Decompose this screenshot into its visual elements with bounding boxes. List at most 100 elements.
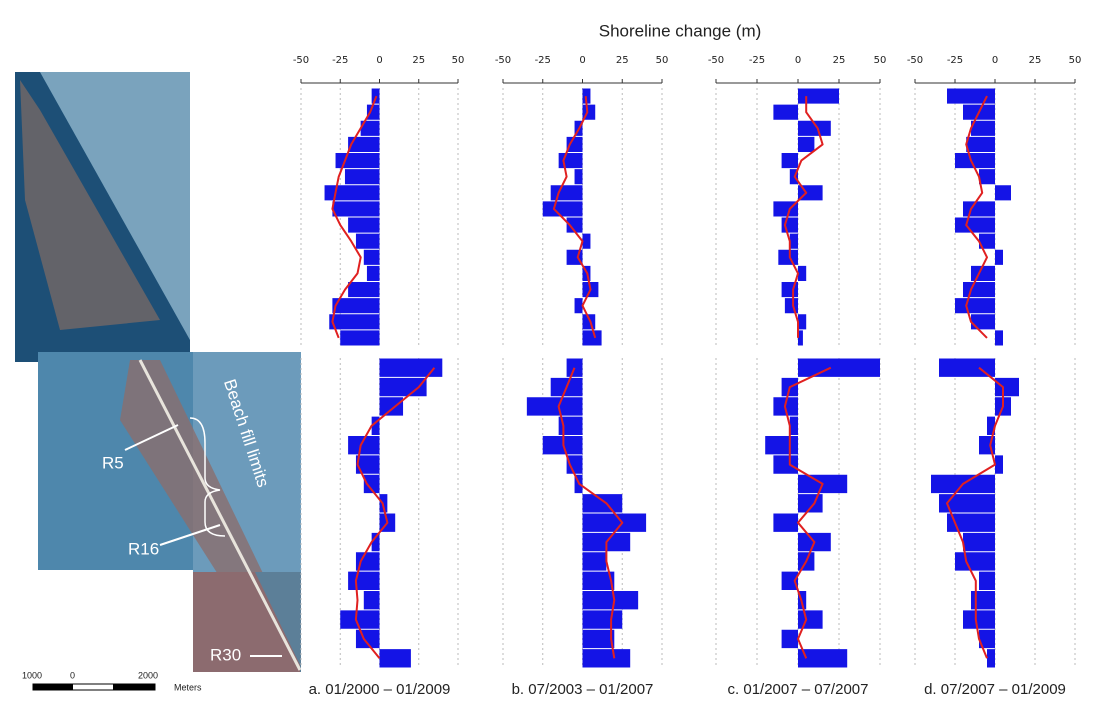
bar xyxy=(782,153,798,168)
bar xyxy=(551,185,583,200)
x-tick-label: 25 xyxy=(616,55,629,66)
bar xyxy=(995,378,1019,396)
bar xyxy=(782,630,798,648)
x-tick-label: -25 xyxy=(332,55,348,66)
bar xyxy=(955,298,995,313)
x-tick-label: -25 xyxy=(749,55,765,66)
bar xyxy=(798,89,839,104)
scale-bar xyxy=(33,684,73,690)
bar xyxy=(340,330,379,345)
bar xyxy=(995,455,1003,473)
bar xyxy=(979,169,995,184)
bar xyxy=(356,630,380,648)
scale-label: 1000 xyxy=(22,670,42,680)
bar xyxy=(785,298,798,313)
bar xyxy=(583,552,607,570)
bar xyxy=(380,397,404,415)
x-tick-label: 50 xyxy=(1069,55,1082,66)
bar xyxy=(348,218,379,233)
panel-caption: d. 07/2007 – 01/2009 xyxy=(924,681,1066,698)
bar xyxy=(971,314,995,329)
bar xyxy=(345,169,380,184)
x-tick-label: 50 xyxy=(656,55,669,66)
bar xyxy=(798,494,823,512)
bar xyxy=(773,455,798,473)
x-tick-label: -25 xyxy=(947,55,963,66)
bar xyxy=(567,359,583,377)
bar xyxy=(380,649,411,667)
bar xyxy=(995,330,1003,345)
bar xyxy=(583,610,623,628)
bar xyxy=(329,314,379,329)
bar xyxy=(798,359,880,377)
bar xyxy=(575,298,583,313)
bar xyxy=(947,89,995,104)
bar xyxy=(790,417,798,435)
x-tick-label: 0 xyxy=(992,55,998,66)
bar xyxy=(790,234,798,249)
bar xyxy=(332,201,379,216)
x-tick-label: 0 xyxy=(579,55,585,66)
x-tick-label: 50 xyxy=(874,55,887,66)
x-tick-label: -50 xyxy=(708,55,724,66)
bar xyxy=(356,234,380,249)
bar xyxy=(583,649,631,667)
panel-caption: a. 01/2000 – 01/2009 xyxy=(309,681,451,698)
bar xyxy=(765,436,798,454)
x-tick-label: 25 xyxy=(1029,55,1042,66)
figure: Shoreline change (m) R5 R16 R30 Beach fi… xyxy=(0,0,1116,702)
bar xyxy=(971,591,995,609)
bar xyxy=(583,234,591,249)
map-label: R5 xyxy=(102,453,124,472)
x-tick-label: -50 xyxy=(907,55,923,66)
bar xyxy=(778,250,798,265)
bar xyxy=(583,330,602,345)
x-tick-label: 25 xyxy=(412,55,425,66)
bar xyxy=(340,610,379,628)
map-label: R16 xyxy=(128,539,159,558)
x-tick-label: 0 xyxy=(795,55,801,66)
bar xyxy=(955,218,995,233)
bar xyxy=(798,610,823,628)
bar xyxy=(575,169,583,184)
bar xyxy=(583,514,647,532)
bar xyxy=(773,514,798,532)
scale-label: 2000 xyxy=(138,670,158,680)
panel-caption: c. 01/2007 – 07/2007 xyxy=(728,681,869,698)
bar xyxy=(995,185,1011,200)
scale-bar xyxy=(113,684,155,690)
figure-title: Shoreline change (m) xyxy=(599,21,762,40)
bar xyxy=(955,153,995,168)
bar xyxy=(380,359,443,377)
bar xyxy=(325,185,380,200)
bar xyxy=(987,649,995,667)
x-tick-label: -50 xyxy=(293,55,309,66)
bar xyxy=(995,250,1003,265)
x-tick-label: 50 xyxy=(452,55,465,66)
bar xyxy=(367,266,380,281)
bar xyxy=(543,201,583,216)
bar xyxy=(364,250,380,265)
aerial-map: R5 R16 R30 Beach fill limits 1000 0 2000… xyxy=(15,72,301,692)
bar xyxy=(348,282,379,297)
panel-caption: b. 07/2003 – 01/2007 xyxy=(512,681,654,698)
bar xyxy=(966,137,995,152)
bar xyxy=(798,314,806,329)
bar xyxy=(963,610,995,628)
bar xyxy=(963,533,995,551)
bar xyxy=(559,153,583,168)
bar xyxy=(364,591,380,609)
bar xyxy=(583,630,615,648)
bar xyxy=(963,282,995,297)
bar xyxy=(348,572,379,590)
x-tick-label: -50 xyxy=(495,55,511,66)
map-label: R30 xyxy=(210,645,241,664)
bar xyxy=(979,572,995,590)
scale-unit: Meters xyxy=(174,682,202,692)
bar xyxy=(798,137,814,152)
x-tick-label: -25 xyxy=(535,55,551,66)
bar xyxy=(583,494,623,512)
bar xyxy=(971,266,995,281)
bar xyxy=(527,397,583,415)
bar xyxy=(348,137,379,152)
